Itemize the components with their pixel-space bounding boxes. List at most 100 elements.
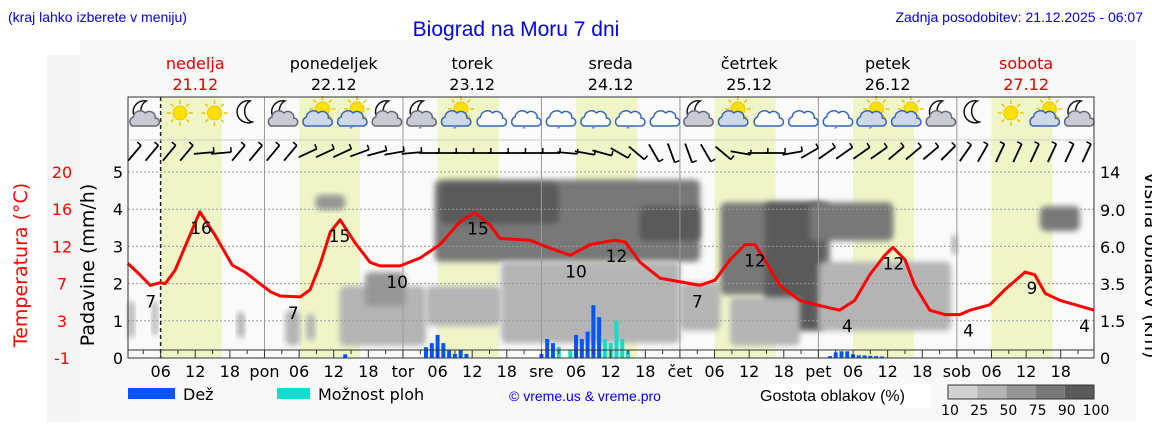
weather-icon-moon-cloud	[267, 100, 299, 127]
colorbar-tick-label: 100	[1083, 403, 1110, 419]
cloud-blob	[236, 311, 245, 339]
wind-barb-feather	[257, 141, 263, 146]
wind-barb-feather	[154, 141, 159, 146]
weather-icon-sun-cloud	[717, 96, 751, 127]
wind-barb-feather	[331, 143, 335, 150]
wind-barb	[648, 143, 660, 163]
wind-barb-feather	[849, 142, 854, 148]
legend-rain-swatch	[128, 388, 175, 399]
copyright-link[interactable]: © vreme.us & vreme.pro	[509, 388, 661, 404]
wind-barb	[1029, 143, 1040, 163]
wind-barb	[401, 151, 422, 155]
wind-barb	[315, 147, 335, 159]
temperature-label: 10	[565, 262, 587, 282]
wind-barb-feather	[934, 142, 940, 148]
weather-icon-moon	[963, 100, 982, 124]
rain-bar	[429, 343, 434, 358]
wind-barb	[144, 144, 160, 162]
rain-bar	[424, 347, 429, 358]
cloud-icon	[649, 110, 681, 127]
x-tick-label: 18	[358, 362, 378, 381]
cloud-blob	[1039, 206, 1080, 231]
cloud-icon	[545, 110, 577, 127]
axes: 06 12 18 pon 06 12 18 tor 06 12 18 sre 06 12 18 čet 06 12…	[52, 54, 1126, 381]
sun-ray	[204, 118, 209, 123]
day-date: 27.12	[1003, 75, 1049, 94]
sun-ray	[743, 99, 748, 104]
location-hint[interactable]: (kraj lahko izberete v meniju)	[8, 9, 187, 25]
colorbar-tick-label: 50	[999, 403, 1017, 419]
shower-bar	[602, 339, 607, 358]
weather-icon-moon-cloud	[683, 100, 714, 127]
wind-barb-feather	[831, 142, 836, 148]
wind-barb	[835, 146, 854, 160]
sun-icon	[997, 100, 1024, 126]
wind-barb	[1064, 143, 1075, 163]
sun-ray	[1055, 99, 1060, 104]
sun-ray	[312, 99, 317, 104]
wind-barb-feather	[366, 144, 370, 150]
cloud-height-tick-label: 6.0	[1100, 238, 1125, 257]
rain-bar	[827, 356, 832, 358]
wind-barb-feather	[691, 159, 697, 164]
x-tick-label: 12	[324, 362, 344, 381]
rain-icon: ″	[834, 126, 838, 137]
sun-ray	[866, 99, 871, 104]
x-tick-label: tor	[392, 362, 415, 381]
wind-barb-feather	[966, 141, 972, 146]
moon-icon	[236, 100, 255, 124]
x-tick-label: 06	[704, 362, 724, 381]
wind-barb	[684, 143, 693, 163]
wind-barb-feather	[983, 141, 989, 145]
wind-barb-feather	[1016, 141, 1023, 145]
rain-icon: ″	[522, 126, 526, 137]
shower-bar	[620, 339, 625, 358]
x-tick-label: 18	[1051, 362, 1071, 381]
rain-icon: ″	[349, 126, 353, 137]
legend-shower-swatch	[277, 388, 310, 399]
colorbar-frame	[947, 384, 1095, 400]
wind-barb-feather	[627, 153, 632, 159]
colorbar-swatch	[1064, 385, 1094, 399]
wind-barb-feather	[674, 159, 680, 164]
sun-ray	[451, 99, 456, 104]
temperature-label: 16	[190, 219, 212, 239]
weather-icon-cloud	[753, 110, 785, 127]
cloud-height-tick-label: 9.0	[1100, 201, 1125, 220]
cloud-blob	[306, 313, 316, 341]
wind-barb-feather	[815, 143, 820, 149]
day-date: 25.12	[726, 75, 772, 94]
shower-bar	[614, 320, 619, 358]
wind-barb-feather	[1068, 141, 1074, 145]
day-name: četrtek	[721, 54, 779, 73]
wind-barb	[384, 150, 405, 156]
sun-ray	[466, 99, 471, 104]
wind-barb	[231, 144, 246, 162]
cloud-blob	[285, 309, 301, 346]
cloud-blob	[439, 183, 559, 224]
legend-shower-label: Možnost ploh	[318, 385, 424, 404]
cloud-icon	[753, 110, 785, 127]
wind-barb-feather	[951, 141, 956, 147]
x-tick-label: 12	[1016, 362, 1036, 381]
rain-bar	[856, 355, 861, 358]
weather-icon-moon-cloud	[371, 100, 403, 127]
temperature-tick-label: -1	[54, 349, 70, 368]
temperature-label: 12	[883, 254, 905, 274]
cloud-icon	[406, 110, 438, 127]
wind-barb	[977, 143, 989, 163]
temperature-label: 15	[329, 227, 351, 247]
temperature-label: 12	[744, 252, 766, 272]
day-name: torek	[451, 54, 493, 73]
precip-tick-label: 4	[113, 200, 123, 219]
sun-ray	[1016, 118, 1021, 123]
rain-icon: ″	[557, 126, 561, 137]
wind-barb	[959, 144, 973, 162]
wind-barb-feather	[1034, 141, 1040, 145]
rain-bar	[839, 351, 844, 358]
wind-barb	[905, 145, 922, 161]
weather-icon-cloud	[787, 110, 819, 127]
day-date: 26.12	[865, 75, 911, 94]
cloud-density-layer	[127, 179, 1080, 346]
